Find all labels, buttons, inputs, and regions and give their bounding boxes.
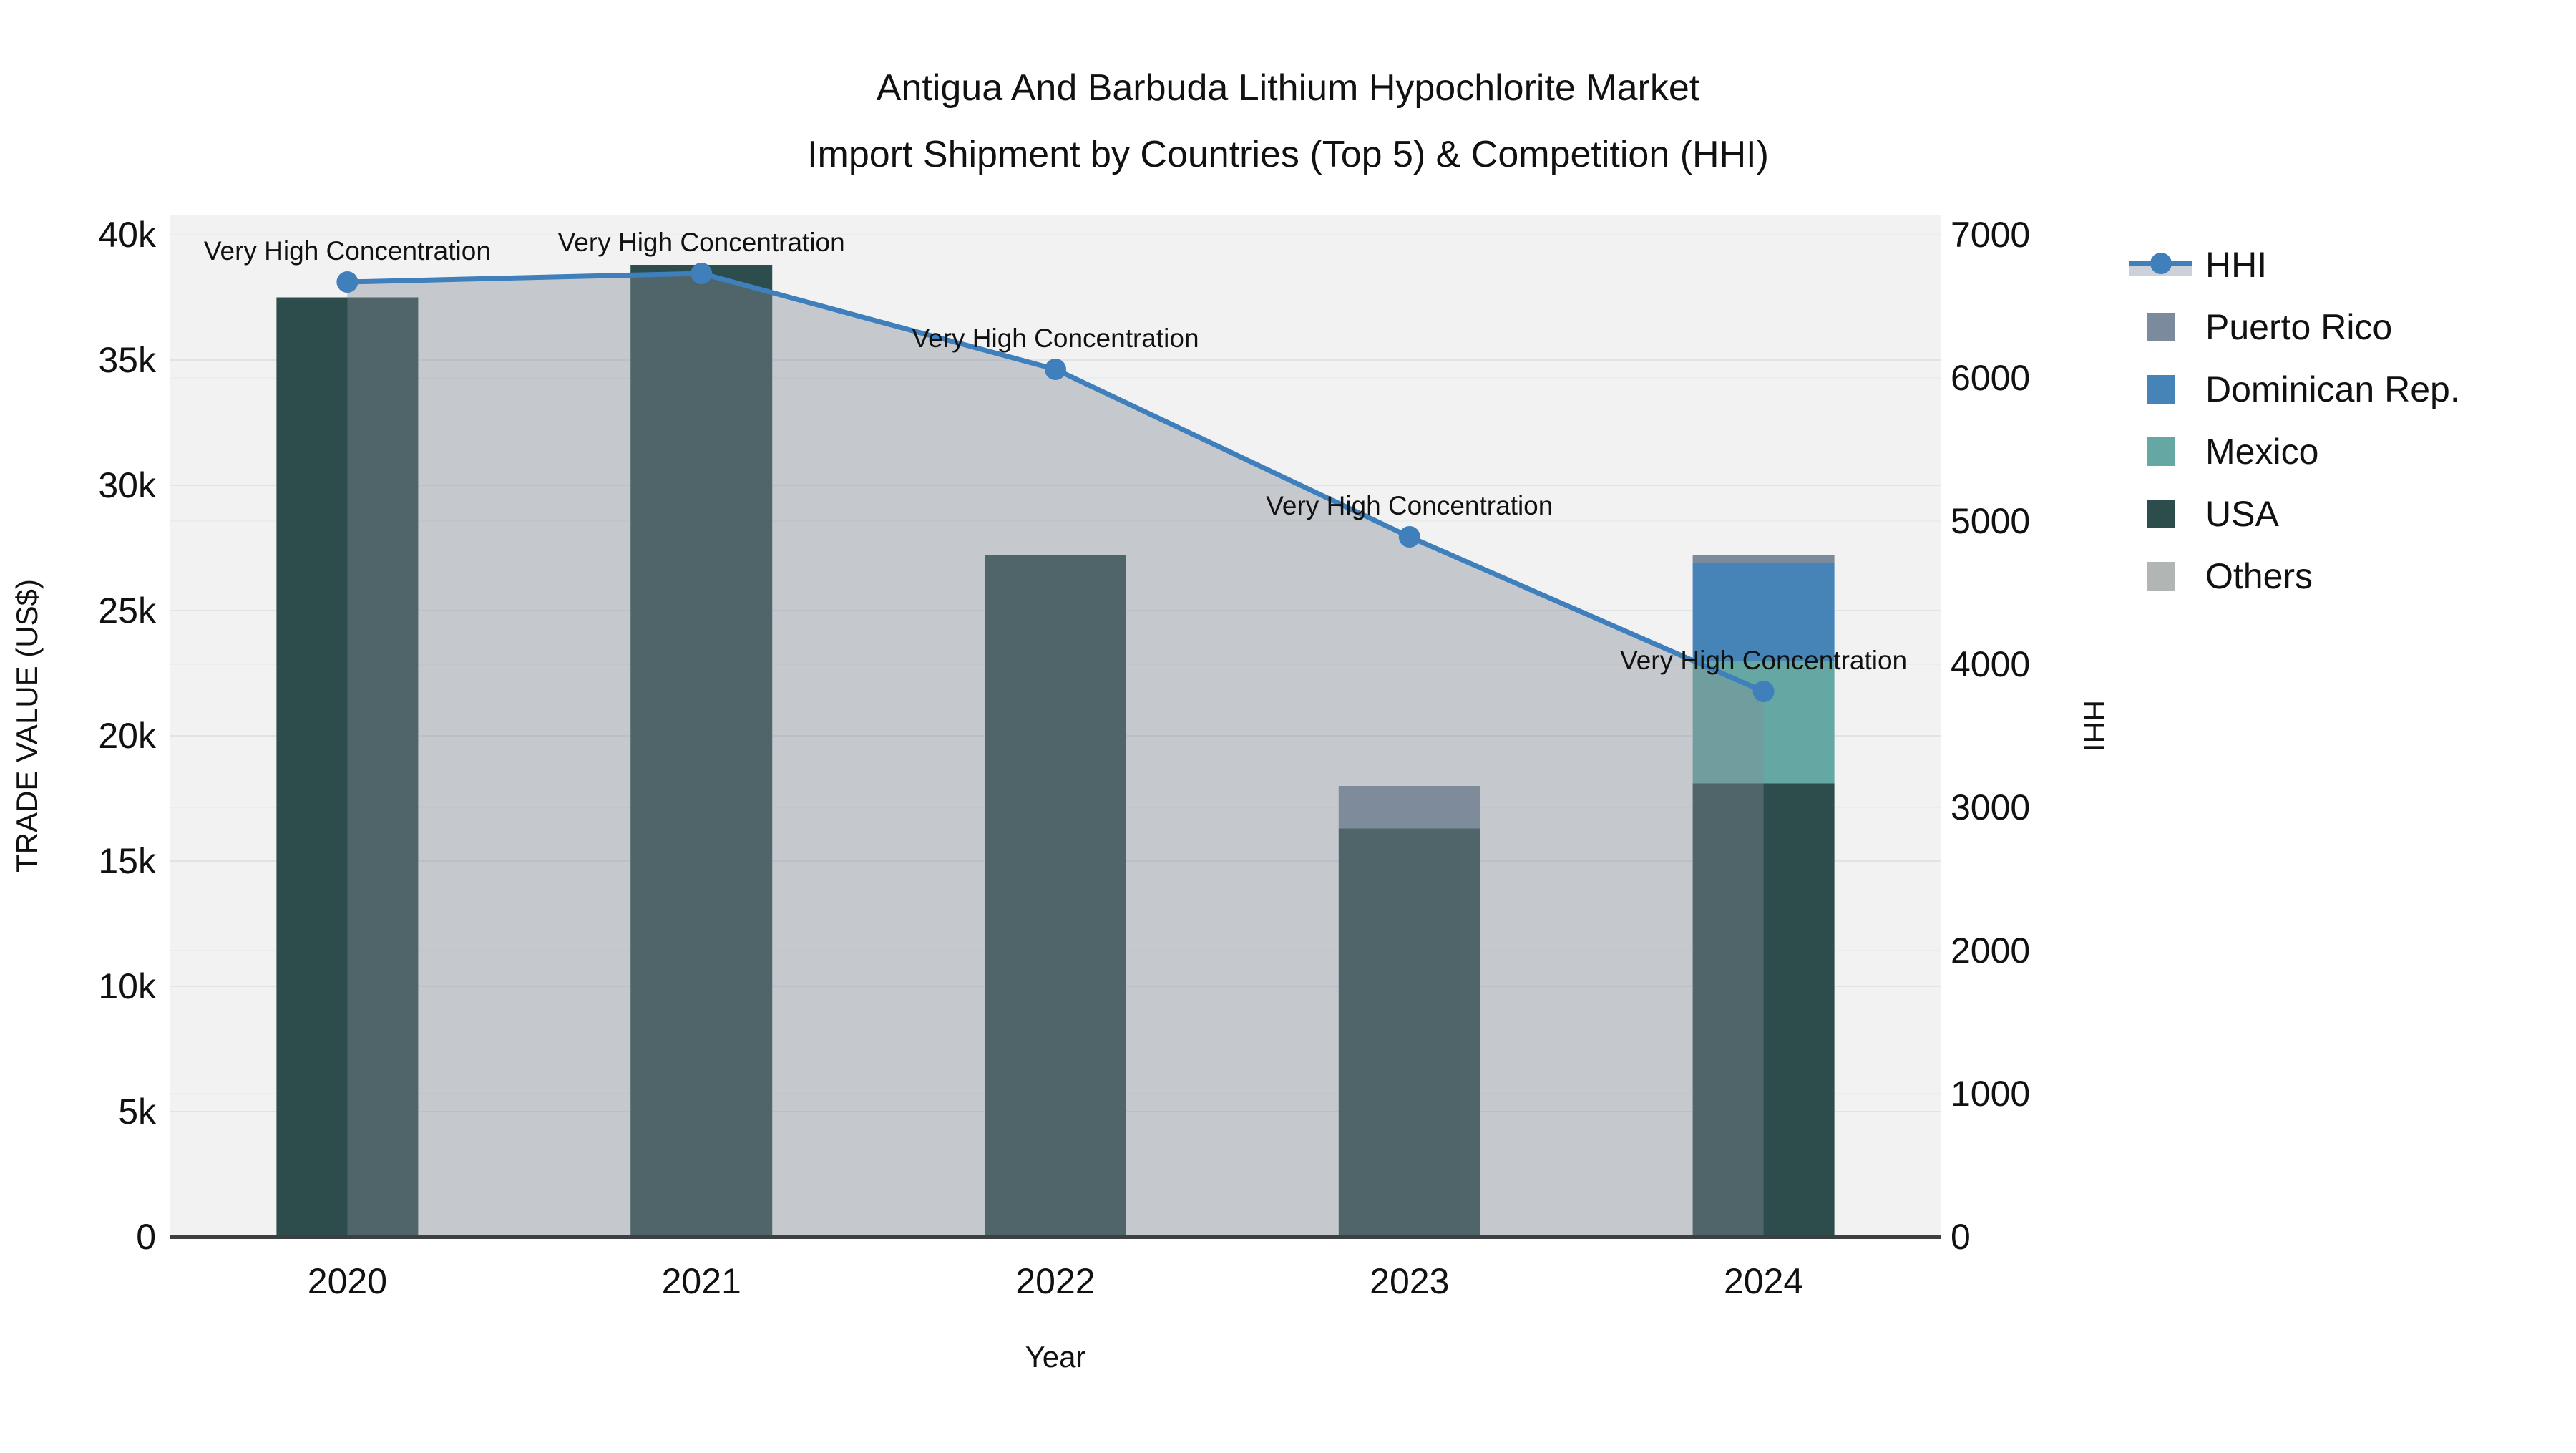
annotation-2020: Very High Concentration <box>204 236 491 266</box>
legend-hhi-marker-swatch <box>2150 253 2172 274</box>
bar-segment-puerto-rico-2023[interactable] <box>1338 786 1480 829</box>
legend-item-others[interactable]: Others <box>2147 556 2313 596</box>
bar-segment-dominican-rep--2024[interactable] <box>1692 563 1835 661</box>
x-axis-title: Year <box>1025 1340 1086 1374</box>
bar-segment-usa-2023[interactable] <box>1338 828 1480 1238</box>
y-left-tick: 15k <box>98 841 157 881</box>
legend-color-swatch <box>2147 437 2175 466</box>
y-left-tick: 35k <box>98 340 157 380</box>
annotation-2023: Very High Concentration <box>1266 491 1553 520</box>
legend-item-hhi[interactable]: HHI <box>2129 245 2267 285</box>
legend-label: Dominican Rep. <box>2205 369 2460 409</box>
y-right-tick: 7000 <box>1951 215 2030 255</box>
x-tick-2020: 2020 <box>308 1261 387 1301</box>
y-right-tick: 3000 <box>1951 787 2030 827</box>
y-right-tick: 6000 <box>1951 358 2030 398</box>
legend: HHI Puerto Rico Dominican Rep. Mexico USA Oth… <box>2129 245 2460 596</box>
y-right-tick: 0 <box>1951 1217 1971 1257</box>
annotation-2024: Very High Concentration <box>1620 646 1907 675</box>
legend-label: Mexico <box>2205 432 2318 472</box>
hhi-marker-2020[interactable] <box>336 271 358 293</box>
y-right-tick: 1000 <box>1951 1074 2030 1114</box>
y-left-tick: 10k <box>98 966 157 1006</box>
legend-item-usa[interactable]: USA <box>2147 494 2279 534</box>
hhi-marker-2021[interactable] <box>691 263 713 284</box>
plot-area: Very High Concentration Very High Concent… <box>98 215 2030 1301</box>
y-left-tick: 5k <box>118 1092 157 1132</box>
legend-label: Others <box>2205 556 2313 596</box>
x-tick-2022: 2022 <box>1015 1261 1095 1301</box>
hhi-marker-2024[interactable] <box>1752 681 1775 702</box>
bar-segment-usa-2022[interactable] <box>985 555 1126 1237</box>
y-right-axis-title: HHI <box>2077 700 2111 752</box>
chart-title-line1: Antigua And Barbuda Lithium Hypochlorite… <box>877 67 1700 109</box>
y-right-tick: 2000 <box>1951 930 2030 971</box>
legend-label: USA <box>2205 494 2279 534</box>
hhi-area-fill <box>347 273 1764 1237</box>
legend-color-swatch <box>2147 313 2175 341</box>
x-tick-2021: 2021 <box>662 1261 741 1301</box>
y-right-tick: 4000 <box>1951 644 2030 684</box>
y-left-tick: 25k <box>98 591 157 631</box>
bar-segment-usa-2020[interactable] <box>276 297 419 1238</box>
annotation-2022: Very High Concentration <box>912 324 1199 353</box>
y-left-tick: 40k <box>98 215 157 255</box>
chart-title-line2: Import Shipment by Countries (Top 5) & C… <box>807 134 1769 175</box>
y-left-tick: 0 <box>136 1217 156 1257</box>
bar-segment-puerto-rico-2024[interactable] <box>1692 555 1835 563</box>
legend-color-swatch <box>2147 500 2175 528</box>
bar-segment-usa-2024[interactable] <box>1692 783 1835 1238</box>
x-tick-2023: 2023 <box>1370 1261 1449 1301</box>
hhi-marker-2023[interactable] <box>1398 526 1420 548</box>
legend-color-swatch <box>2147 562 2175 591</box>
legend-item-dominican-rep-[interactable]: Dominican Rep. <box>2147 369 2460 409</box>
legend-item-mexico[interactable]: Mexico <box>2147 432 2318 472</box>
legend-label: Puerto Rico <box>2205 307 2392 347</box>
y-right-tick: 5000 <box>1951 501 2030 541</box>
x-tick-2024: 2024 <box>1724 1261 1803 1301</box>
bar-segment-usa-2021[interactable] <box>630 265 773 1237</box>
legend-color-swatch <box>2147 375 2175 404</box>
y-left-tick: 20k <box>98 716 157 756</box>
legend-item-puerto-rico[interactable]: Puerto Rico <box>2147 307 2392 347</box>
legend-label: HHI <box>2205 245 2267 285</box>
y-left-tick: 30k <box>98 465 157 505</box>
hhi-marker-2022[interactable] <box>1045 359 1066 380</box>
annotation-2021: Very High Concentration <box>558 228 845 257</box>
y-left-axis-title: TRADE VALUE (US$) <box>10 579 44 873</box>
